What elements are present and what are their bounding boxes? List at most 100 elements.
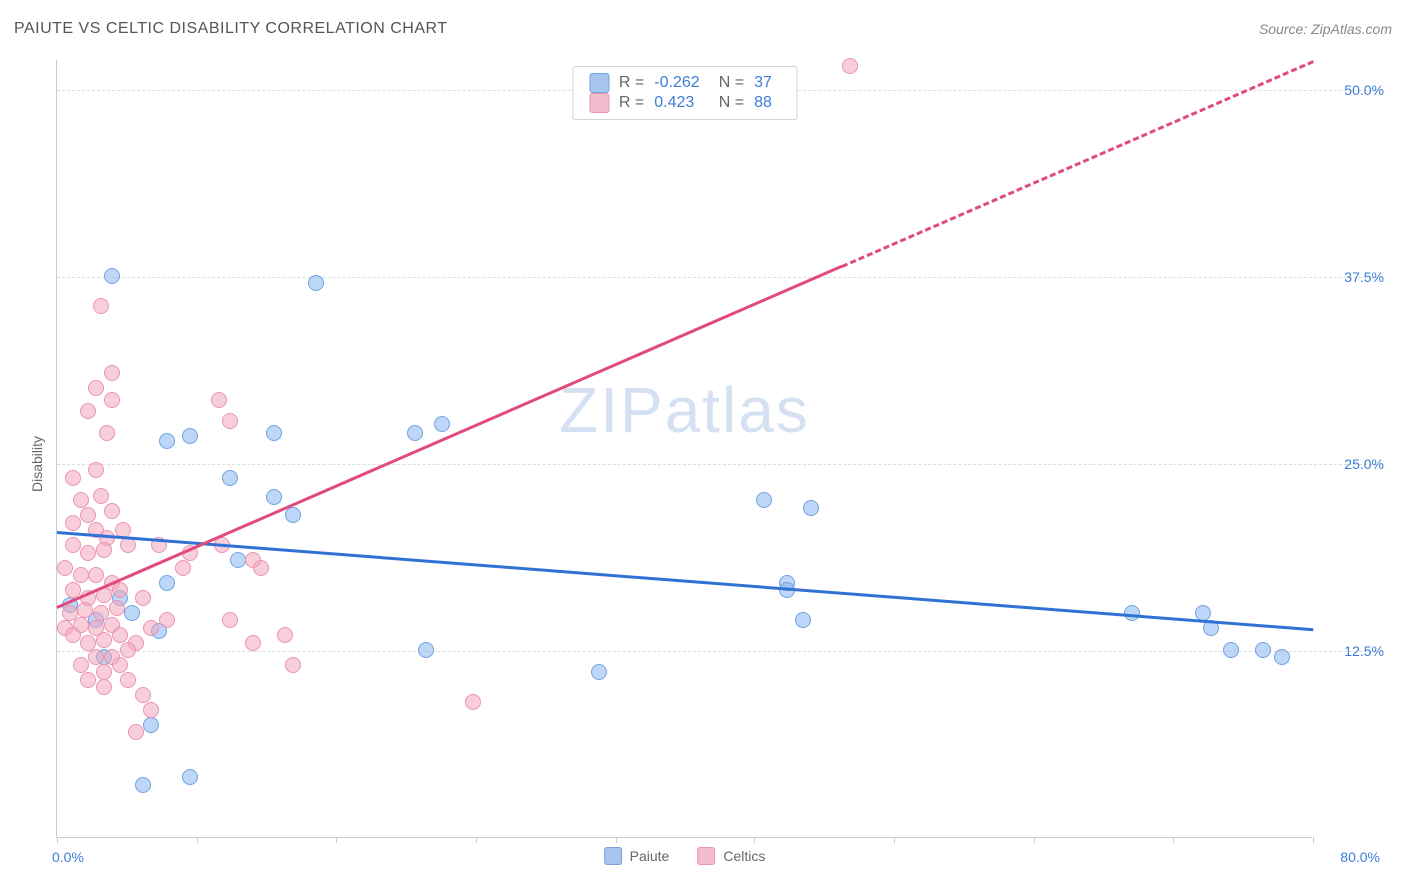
data-point	[88, 380, 104, 396]
trend-line	[57, 531, 1313, 631]
x-tick	[197, 837, 198, 843]
data-point	[230, 552, 246, 568]
x-max-label: 80.0%	[1340, 849, 1380, 865]
data-point	[104, 392, 120, 408]
data-point	[407, 425, 423, 441]
data-point	[159, 575, 175, 591]
data-point	[285, 657, 301, 673]
stat-r-label: R =	[619, 94, 644, 112]
data-point	[73, 657, 89, 673]
data-point	[143, 702, 159, 718]
data-point	[253, 560, 269, 576]
data-point	[842, 58, 858, 74]
stats-row: R =-0.262 N =37	[589, 73, 780, 93]
data-point	[99, 425, 115, 441]
data-point	[135, 687, 151, 703]
data-point	[77, 602, 93, 618]
data-point	[112, 657, 128, 673]
chart-title: PAIUTE VS CELTIC DISABILITY CORRELATION …	[14, 20, 448, 38]
data-point	[93, 298, 109, 314]
data-point	[128, 724, 144, 740]
data-point	[266, 489, 282, 505]
stat-n-label: N =	[714, 94, 744, 112]
data-point	[211, 392, 227, 408]
legend-swatch	[697, 847, 715, 865]
data-point	[80, 672, 96, 688]
y-axis-label: Disability	[29, 436, 45, 492]
data-point	[88, 567, 104, 583]
data-point	[96, 632, 112, 648]
data-point	[135, 590, 151, 606]
data-point	[73, 492, 89, 508]
data-point	[65, 470, 81, 486]
data-point	[143, 717, 159, 733]
data-point	[1124, 605, 1140, 621]
chart-container: Disability ZIPatlas R =-0.262 N =37R = 0.…	[14, 50, 1392, 878]
data-point	[88, 649, 104, 665]
data-point	[159, 433, 175, 449]
data-point	[465, 694, 481, 710]
x-tick	[1313, 837, 1314, 843]
data-point	[1195, 605, 1211, 621]
y-tick-label: 50.0%	[1344, 82, 1384, 98]
data-point	[109, 600, 125, 616]
legend-item: Celtics	[697, 847, 765, 865]
data-point	[795, 612, 811, 628]
data-point	[1255, 642, 1271, 658]
legend-item: Paiute	[604, 847, 670, 865]
watermark-atlas: atlas	[665, 374, 810, 446]
stat-n-label: N =	[714, 74, 744, 92]
series-legend: Paiute Celtics	[604, 847, 766, 865]
data-point	[65, 537, 81, 553]
data-point	[182, 428, 198, 444]
x-min-label: 0.0%	[52, 849, 84, 865]
x-tick	[476, 837, 477, 843]
x-tick	[1173, 837, 1174, 843]
x-tick	[894, 837, 895, 843]
stat-n-value: 88	[754, 94, 780, 112]
data-point	[143, 620, 159, 636]
data-point	[1223, 642, 1239, 658]
chart-header: PAIUTE VS CELTIC DISABILITY CORRELATION …	[14, 20, 1392, 38]
data-point	[96, 679, 112, 695]
data-point	[80, 507, 96, 523]
data-point	[124, 605, 140, 621]
data-point	[80, 403, 96, 419]
data-point	[591, 664, 607, 680]
stats-row: R =0.423 N =88	[589, 93, 780, 113]
data-point	[1274, 649, 1290, 665]
data-point	[222, 612, 238, 628]
data-point	[80, 545, 96, 561]
data-point	[434, 416, 450, 432]
data-point	[104, 365, 120, 381]
data-point	[418, 642, 434, 658]
data-point	[756, 492, 772, 508]
data-point	[266, 425, 282, 441]
data-point	[112, 582, 128, 598]
legend-swatch	[589, 93, 609, 113]
data-point	[96, 542, 112, 558]
stat-r-value: -0.262	[654, 74, 704, 92]
data-point	[73, 567, 89, 583]
legend-label: Paiute	[630, 848, 670, 864]
watermark: ZIPatlas	[559, 373, 810, 447]
gridline	[57, 277, 1382, 278]
x-tick	[754, 837, 755, 843]
plot-area: ZIPatlas R =-0.262 N =37R =0.423 N =88 P…	[56, 60, 1312, 838]
data-point	[222, 413, 238, 429]
data-point	[65, 627, 81, 643]
gridline	[57, 651, 1382, 652]
trend-line-dashed	[841, 60, 1313, 268]
legend-swatch	[589, 73, 609, 93]
data-point	[80, 635, 96, 651]
data-point	[222, 470, 238, 486]
data-point	[93, 488, 109, 504]
data-point	[112, 627, 128, 643]
data-point	[104, 503, 120, 519]
x-tick	[1034, 837, 1035, 843]
data-point	[308, 275, 324, 291]
legend-label: Celtics	[723, 848, 765, 864]
y-tick-label: 25.0%	[1344, 456, 1384, 472]
data-point	[182, 769, 198, 785]
data-point	[135, 777, 151, 793]
